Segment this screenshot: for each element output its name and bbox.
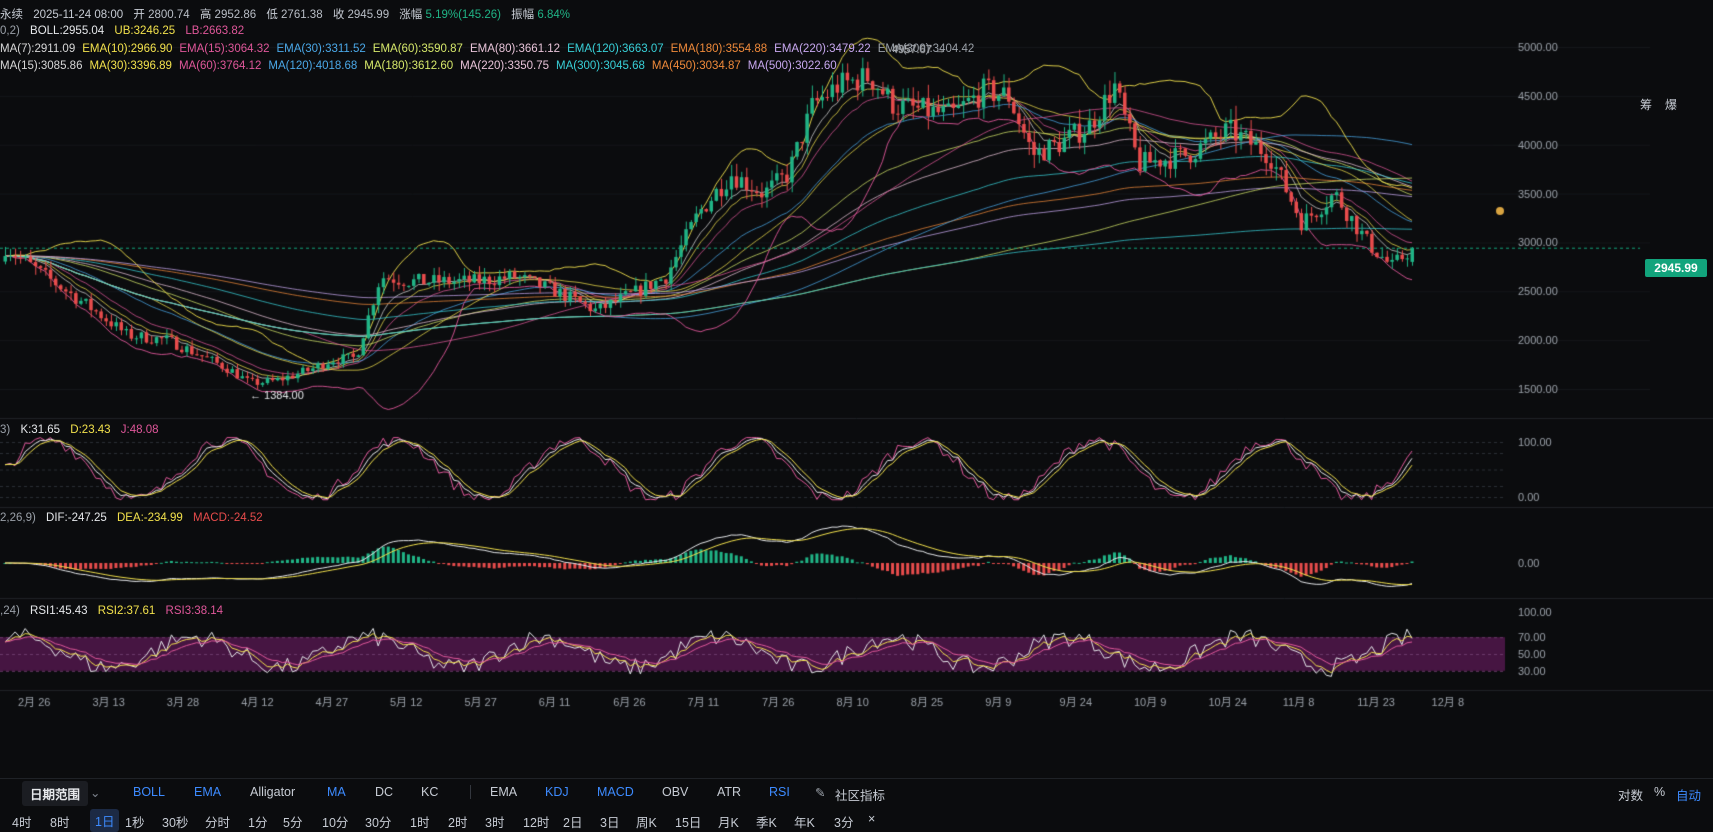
interval-option[interactable]: 4时 (12, 816, 32, 830)
close-value: 2945.99 (347, 9, 390, 21)
ema-legend-item: EMA(10):2966.90 (82, 43, 173, 55)
ema-legend-item: EMA(180):3554.88 (670, 43, 768, 55)
interval-option[interactable]: 1时 (410, 816, 430, 830)
rsi3: RSI3:38.14 (165, 605, 224, 617)
ma-legend-item: MA(120):4018.68 (268, 60, 358, 72)
interval-option[interactable]: 30秒 (162, 816, 189, 830)
ema-legend-item: EMA(60):3590.87 (372, 43, 463, 55)
change-value: 5.19%(145.26) (425, 9, 501, 21)
indicator-ma[interactable]: MA (327, 785, 346, 799)
ma-legend-item: MA(300):3045.68 (556, 60, 645, 72)
boll-lb: LB:2663.82 (185, 25, 245, 37)
sub-indicator-ema[interactable]: EMA (490, 785, 518, 799)
indicator-ema[interactable]: EMA (194, 785, 222, 799)
interval-option[interactable]: 2时 (448, 816, 468, 830)
current-price-tag: 2945.99 (1645, 259, 1707, 277)
ma-legend-item: MA(500):3022.60 (747, 60, 837, 72)
interval-option[interactable]: 3分 (834, 816, 854, 830)
boll-ub: UB:3246.25 (114, 25, 176, 37)
sub-indicator-macd[interactable]: MACD (597, 785, 634, 799)
chevron-down-icon[interactable]: ⌄ (90, 786, 101, 800)
ma-legend-item: MA(30):3396.89 (89, 60, 172, 72)
sub-indicator-kdj[interactable]: KDJ (545, 785, 569, 799)
ma-legend-item: MA(220):3350.75 (460, 60, 550, 72)
indicator-boll[interactable]: BOLL (133, 785, 165, 799)
macd-legend: 2,26,9) DIF:-247.25 DEA:-234.99 MACD:-24… (0, 512, 263, 524)
liquidation-label[interactable]: 爆 (1665, 98, 1678, 112)
kdj-k: K:31.65 (20, 424, 61, 436)
edit-icon[interactable]: ✎ (815, 786, 826, 800)
ma-legend-item: MA(15):3085.86 (0, 60, 83, 72)
rsi2: RSI2:37.61 (97, 605, 156, 617)
community-indicators[interactable]: 社区指标 (835, 789, 886, 803)
interval-option[interactable]: 1日 (90, 809, 120, 832)
indicator-toolbar: 日期范围 ⌄ BOLL EMA Alligator MA DC KC EMA K… (0, 778, 1713, 806)
ema-legend-item: EMA(15):3064.32 (179, 43, 270, 55)
ema-legend-item: MA(7):2911.09 (0, 43, 76, 55)
interval-option[interactable]: 30分 (365, 816, 392, 830)
chips-label[interactable]: 筹 (1640, 98, 1653, 112)
amplitude-value: 6.84% (537, 9, 570, 21)
price-chart-canvas[interactable] (0, 0, 1713, 778)
interval-option[interactable]: 分时 (205, 816, 231, 830)
ma-legend-item: MA(450):3034.87 (651, 60, 741, 72)
kdj-d: D:23.43 (70, 424, 111, 436)
boll-value: BOLL:2955.04 (30, 25, 105, 37)
sub-indicator-rsi[interactable]: RSI (769, 785, 790, 799)
ma-legend-item: MA(60):3764.12 (178, 60, 262, 72)
log-scale-toggle[interactable]: 对数 (1618, 789, 1644, 803)
ema-legend-item: EMA(30):3311.52 (276, 43, 366, 55)
ema-legend-item: EMA(300):3404.42 (877, 43, 975, 55)
indicator-dc[interactable]: DC (375, 785, 394, 799)
date-range-button[interactable]: 日期范围 (22, 781, 89, 806)
bar-date: 2025-11-24 08:00 (33, 9, 124, 21)
macd-hist: MACD:-24.52 (193, 512, 263, 524)
ma-legend-item: MA(180):3612.60 (364, 60, 454, 72)
sub-indicator-atr[interactable]: ATR (717, 785, 742, 799)
interval-option[interactable]: 5分 (283, 816, 303, 830)
ema-legend-item: EMA(220):3479.22 (774, 43, 871, 55)
macd-dif: DIF:-247.25 (46, 512, 107, 524)
boll-legend: 0,2) BOLL:2955.04 UB:3246.25 LB:2663.82 (0, 25, 245, 37)
interval-toolbar: 4时 8时 1日 1秒 30秒 分时 1分 5分 10分 30分 1时 2时 3时 12时 2日 3日 周K 15… (0, 806, 1713, 832)
ema-legend: MA(7):2911.09 EMA(10):2966.90 EMA(15):3064… (0, 43, 981, 55)
low-value: 2761.38 (281, 9, 323, 21)
symbol: 永续 (0, 9, 23, 21)
interval-option[interactable]: 15日 (675, 816, 702, 830)
interval-option[interactable]: 季K (756, 816, 777, 830)
rsi-legend: ,24) RSI1:45.43 RSI2:37.61 RSI3:38.14 (0, 605, 224, 617)
ohlc-header: 永续 2025-11-24 08:00 开 2800.74 高 2952.86 … (0, 9, 570, 21)
interval-option[interactable]: 周K (636, 816, 657, 830)
interval-option[interactable]: 12时 (523, 816, 550, 830)
open-value: 2800.74 (148, 9, 190, 21)
interval-option[interactable]: 2日 (563, 816, 583, 830)
auto-toggle[interactable]: 自动 (1676, 789, 1702, 803)
ema-legend-item: EMA(80):3661.12 (469, 43, 561, 55)
interval-option[interactable]: 1秒 (125, 816, 145, 830)
percent-toggle[interactable]: % (1654, 785, 1666, 799)
indicator-kc[interactable]: KC (421, 785, 439, 799)
interval-option[interactable]: 年K (794, 816, 815, 830)
rsi1: RSI1:45.43 (30, 605, 88, 617)
sub-indicator-obv[interactable]: OBV (662, 785, 689, 799)
interval-option[interactable]: 10分 (322, 816, 349, 830)
interval-option[interactable]: 3日 (600, 816, 620, 830)
interval-option[interactable]: 1分 (248, 816, 268, 830)
kdj-legend: 3) K:31.65 D:23.43 J:48.08 (0, 424, 159, 436)
indicator-alligator[interactable]: Alligator (250, 785, 296, 799)
kdj-j: J:48.08 (120, 424, 159, 436)
ema-legend-item: EMA(120):3663.07 (567, 43, 664, 55)
high-value: 2952.86 (214, 9, 257, 21)
interval-option[interactable]: 3时 (485, 816, 505, 830)
close-icon[interactable]: × (868, 812, 876, 826)
macd-dea: DEA:-234.99 (116, 512, 183, 524)
ma-legend: MA(15):3085.86 MA(30):3396.89 MA(60):3764.… (0, 60, 844, 72)
interval-option[interactable]: 月K (718, 816, 739, 830)
interval-option[interactable]: 8时 (50, 816, 70, 830)
